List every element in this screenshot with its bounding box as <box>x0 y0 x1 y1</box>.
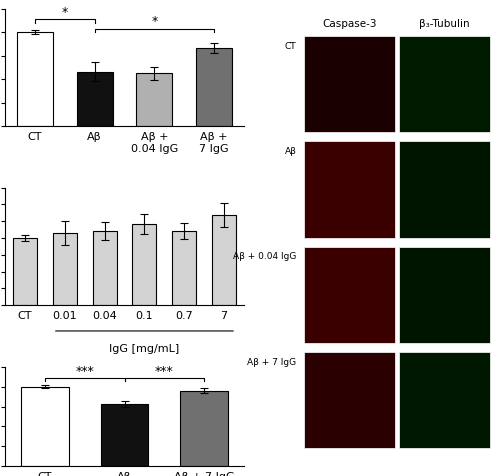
Text: Aβ + 7 IgG: Aβ + 7 IgG <box>248 357 296 366</box>
Bar <box>180 391 228 466</box>
FancyBboxPatch shape <box>304 142 394 238</box>
FancyBboxPatch shape <box>400 352 490 448</box>
Text: *: * <box>152 15 158 28</box>
Text: *: * <box>62 6 68 19</box>
Text: β₃-Tubulin: β₃-Tubulin <box>420 19 470 29</box>
Bar <box>21 387 68 466</box>
Text: ***: *** <box>76 364 94 377</box>
Bar <box>132 224 156 306</box>
FancyBboxPatch shape <box>304 37 394 133</box>
Text: Aβ: Aβ <box>284 147 296 156</box>
Bar <box>172 232 196 306</box>
Text: CT: CT <box>285 41 296 50</box>
Bar <box>100 404 148 466</box>
Bar <box>196 49 232 127</box>
Bar <box>92 232 116 306</box>
Text: Aβ + 0.04 IgG: Aβ + 0.04 IgG <box>233 252 296 261</box>
Bar <box>76 72 112 127</box>
Bar <box>13 238 37 306</box>
Bar <box>53 234 76 306</box>
FancyBboxPatch shape <box>400 37 490 133</box>
Text: ***: *** <box>155 364 174 377</box>
FancyBboxPatch shape <box>304 247 394 343</box>
Bar <box>136 74 172 127</box>
FancyBboxPatch shape <box>400 247 490 343</box>
Text: Caspase-3: Caspase-3 <box>322 19 376 29</box>
FancyBboxPatch shape <box>304 352 394 448</box>
FancyBboxPatch shape <box>400 142 490 238</box>
Text: IgG [mg/mL]: IgG [mg/mL] <box>110 343 180 353</box>
Bar <box>17 33 53 127</box>
Bar <box>212 216 236 306</box>
